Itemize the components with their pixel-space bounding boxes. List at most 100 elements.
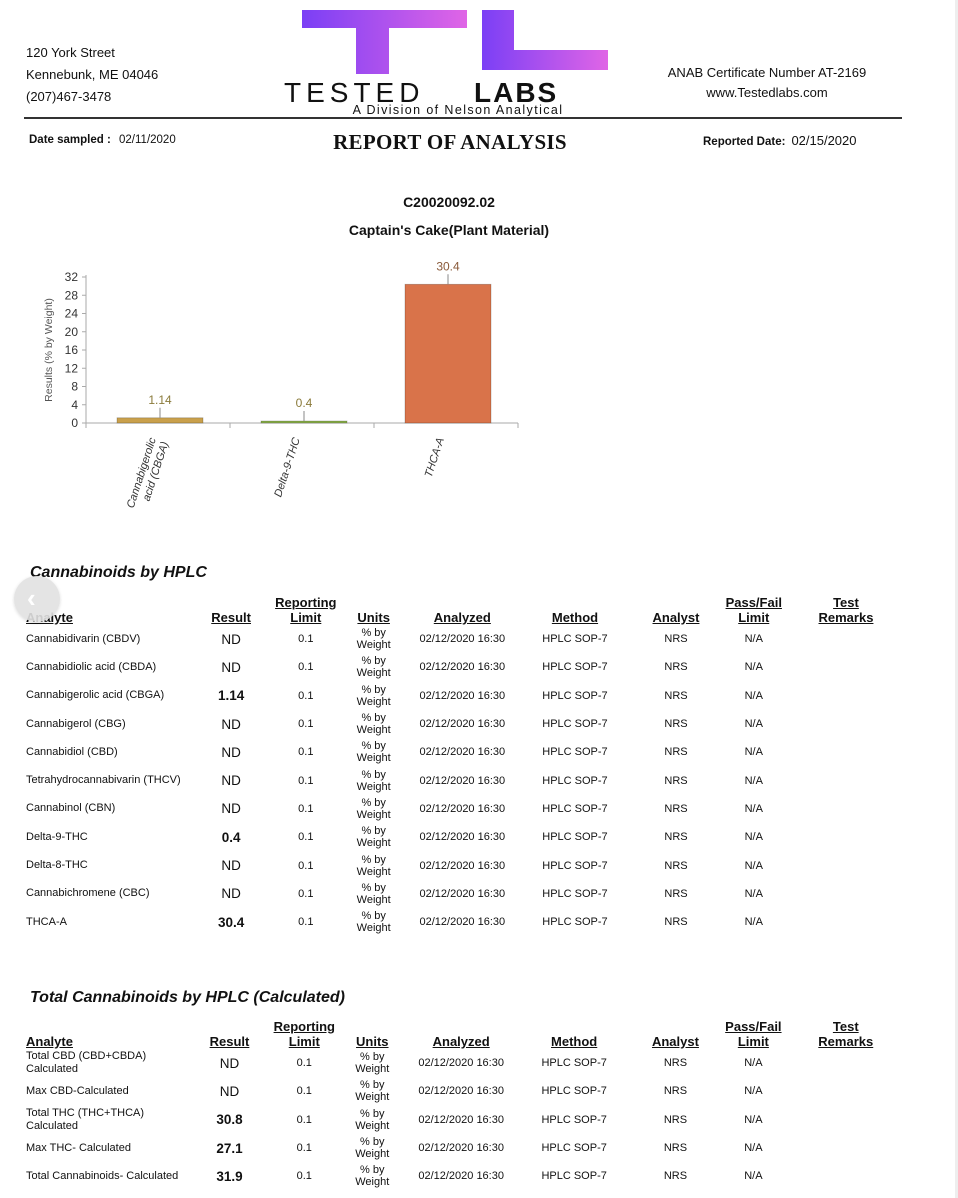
- cell-analyzed: 02/12/2020 16:30: [419, 802, 506, 815]
- cell-analyzed: 02/12/2020 16:30: [419, 831, 506, 844]
- logo-tagline: A Division of Nelson Analytical: [353, 103, 564, 116]
- table-row: Total THC (THC+THCA) Calculated 30.8 0.1 % …: [20, 1106, 910, 1134]
- cell-result: ND: [221, 631, 241, 647]
- col-reporting-limit: Reporting Limit: [265, 593, 346, 625]
- cell-method: HPLC SOP-7: [542, 718, 608, 731]
- cell-remarks: [782, 908, 910, 936]
- table-row: Total CBD (CBD+CBDA) Calculated ND 0.1 % by…: [20, 1049, 910, 1077]
- cell-remarks: [782, 710, 910, 738]
- bar-0: [116, 417, 204, 424]
- cell-analyzed: 02/12/2020 16:30: [419, 746, 506, 759]
- sample-id: C20020092.02: [403, 194, 495, 210]
- cell-method: HPLC SOP-7: [541, 1170, 607, 1183]
- cell-method: HPLC SOP-7: [542, 831, 608, 844]
- cell-method: HPLC SOP-7: [542, 746, 608, 759]
- col-method: Method: [551, 1034, 598, 1049]
- cell-passfail: N/A: [744, 802, 763, 815]
- cell-limit: 0.1: [298, 859, 314, 872]
- bar-chart: 0 4 8 12 16 20 24 28 32 Results (% by Weight) 1.14…: [43, 259, 519, 514]
- cell-passfail: N/A: [744, 774, 763, 787]
- col-remarks-line2: Remarks: [818, 1034, 874, 1049]
- reported-date-label: Reported Date:: [703, 136, 786, 148]
- col-analyzed: Analyzed: [433, 610, 491, 625]
- table-row: Cannabidivarin (CBDV) ND 0.1 % by Weight 02/…: [20, 625, 910, 653]
- cell-result: ND: [221, 716, 241, 732]
- cell-remarks: [782, 766, 910, 794]
- previous-page-button[interactable]: ‹: [14, 576, 60, 622]
- y-tick-label: 16: [65, 343, 79, 357]
- cell-passfail: N/A: [744, 916, 763, 929]
- cell-result: 30.8: [216, 1112, 243, 1128]
- lab-address: 120 York Street Kennebunk, ME 04046 (207…: [26, 42, 158, 108]
- cell-remarks: [782, 738, 910, 766]
- table-row: Cannabidiol (CBD) ND 0.1 % by Weight 02/12/2…: [20, 738, 910, 766]
- y-tick-label: 4: [71, 398, 78, 412]
- cell-passfail: N/A: [744, 689, 763, 702]
- cell-analyst: NRS: [664, 831, 688, 844]
- hplc-section-title: Cannabinoids by HPLC: [30, 564, 207, 581]
- y-tick-label: 28: [65, 288, 79, 302]
- cell-result: ND: [221, 773, 241, 789]
- logo-graphic: TESTED LABS A Division of Nelson Analyti…: [284, 10, 608, 117]
- certificate-info: ANAB Certificate Number AT-2169 www.Test…: [652, 63, 882, 103]
- cell-method: HPLC SOP-7: [541, 1085, 607, 1098]
- cell-analyst: NRS: [664, 633, 688, 646]
- y-tick-label: 24: [65, 307, 79, 321]
- cell-limit: 0.1: [298, 916, 314, 929]
- col-passfail-line1: Pass/Fail: [725, 595, 782, 610]
- website: www.Testedlabs.com: [706, 85, 828, 100]
- cell-remarks: [782, 823, 910, 851]
- viewer-right-edge: [955, 0, 958, 1198]
- cell-method: HPLC SOP-7: [542, 887, 608, 900]
- col-remarks-line1: Test: [833, 595, 859, 610]
- totals-results-table: Analyte Result Reporting Limit Units Anal…: [20, 1017, 910, 1190]
- col-method: Method: [551, 610, 599, 625]
- cell-analyst: NRS: [663, 1085, 688, 1098]
- cell-analyzed: 02/12/2020 16:30: [419, 887, 506, 900]
- cell-analyst: NRS: [664, 689, 688, 702]
- cell-limit: 0.1: [296, 1085, 312, 1098]
- table-row: Total Cannabinoids- Calculated 31.9 0.1 % b…: [20, 1162, 910, 1190]
- data-label: 30.4: [436, 259, 460, 273]
- cell-method: HPLC SOP-7: [542, 633, 608, 646]
- cell-limit: 0.1: [296, 1170, 312, 1183]
- cell-analyst: NRS: [663, 1113, 688, 1126]
- col-analyte: Analyte: [26, 1034, 73, 1049]
- cell-units: % by Weight: [355, 1079, 390, 1104]
- col-remarks: Test Remarks: [782, 1017, 910, 1049]
- cell-passfail: N/A: [744, 1057, 763, 1070]
- cell-analyst: NRS: [664, 802, 688, 815]
- cell-passfail: N/A: [744, 1085, 763, 1098]
- x-tick-label: THCA-A: [423, 436, 447, 479]
- logo-l-shape: [482, 10, 608, 70]
- cell-analyte: Total Cannabinoids- Calculated: [26, 1169, 179, 1182]
- cell-result: ND: [221, 801, 241, 817]
- col-remarks: Test Remarks: [782, 593, 910, 625]
- table-row: Delta-9-THC 0.4 0.1 % by Weight 02/12/2020 1…: [20, 823, 910, 851]
- address-street: 120 York Street: [26, 45, 115, 60]
- cell-passfail: N/A: [744, 633, 763, 646]
- cell-units: % by Weight: [356, 853, 391, 878]
- cell-analyzed: 02/12/2020 16:30: [419, 774, 506, 787]
- col-units: Units: [356, 1034, 389, 1049]
- cell-result: 30.4: [217, 914, 245, 930]
- cell-units: % by Weight: [356, 768, 391, 793]
- cell-analyzed: 02/12/2020 16:30: [418, 1113, 504, 1126]
- cell-method: HPLC SOP-7: [542, 916, 608, 929]
- col-result: Result: [211, 610, 251, 625]
- cell-units: % by Weight: [356, 627, 391, 652]
- cell-result: ND: [219, 1055, 240, 1071]
- col-passfail-line2: Limit: [737, 1034, 769, 1049]
- cell-units: % by Weight: [356, 683, 391, 708]
- cell-limit: 0.1: [296, 1057, 312, 1070]
- reported-date: Reported Date: 02/15/2020: [703, 133, 857, 148]
- cell-passfail: N/A: [744, 1113, 763, 1126]
- cell-units: % by Weight: [356, 825, 391, 850]
- cell-analyzed: 02/12/2020 16:30: [418, 1142, 504, 1155]
- x-tick-label: Cannabigerolicacid (CBGA): [125, 436, 172, 514]
- x-tick-label: Delta-9-THC: [272, 436, 303, 498]
- col-analyzed: Analyzed: [432, 1034, 490, 1049]
- cell-analyst: NRS: [663, 1057, 688, 1070]
- y-tick-label: 8: [71, 380, 78, 394]
